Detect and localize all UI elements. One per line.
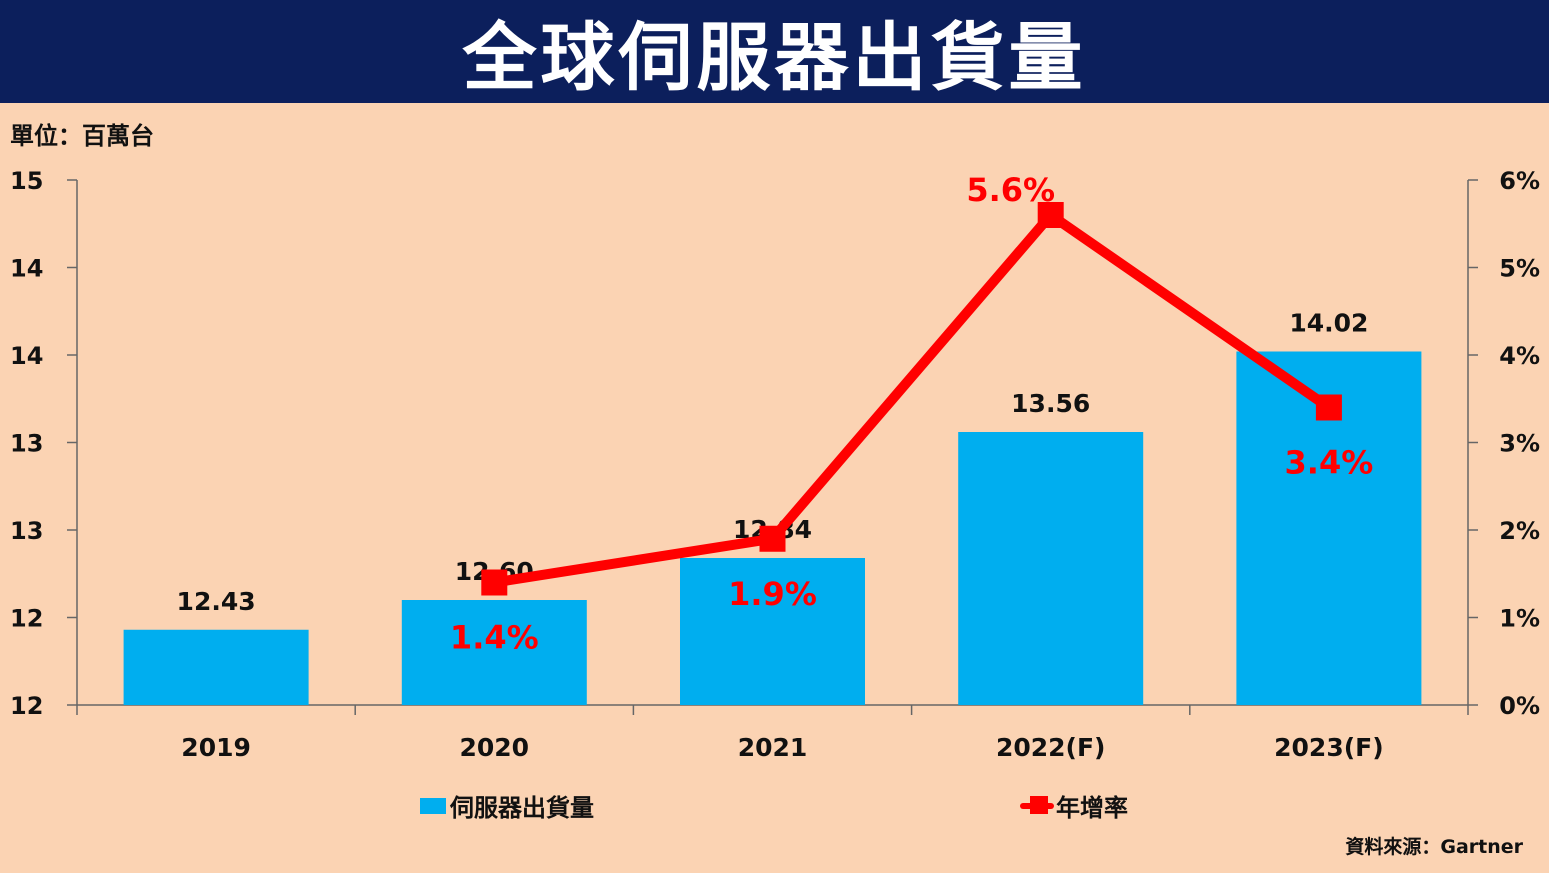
legend-label-growth: 年增率 [1056,794,1128,822]
growth-marker [1315,394,1342,421]
bar [401,600,587,705]
x-tick-label: 2021 [738,733,808,762]
y-right-tick-label: 2% [1499,517,1540,545]
x-tick-label: 2020 [460,733,530,762]
bar-data-label: 13.56 [1011,389,1090,418]
growth-data-label: 3.4% [1285,444,1374,482]
chart-title: 全球伺服器出貨量 [462,15,1087,101]
growth-marker [759,525,786,552]
y-right-tick-label: 1% [1499,605,1540,633]
y-left-tick-label: 12 [10,692,43,720]
legend-item-shipments: 伺服器出貨量 [420,788,594,823]
y-right-tick-label: 5% [1499,255,1540,283]
y-left-tick-label: 13 [10,430,43,458]
y-right-tick-label: 0% [1499,692,1540,720]
y-left-tick-label: 14 [10,255,43,283]
growth-data-label: 5.6% [966,171,1055,209]
bar [123,629,309,705]
legend-swatch-line [1020,795,1054,816]
growth-line [489,210,1334,588]
growth-marker [481,569,508,596]
y-right-tick-label: 6% [1499,167,1540,195]
y-left-tick-label: 12 [10,605,43,633]
bar [680,558,865,705]
y-right-tick-label: 3% [1499,430,1540,458]
bar-data-label: 12.43 [177,587,256,616]
bar-data-label: 14.02 [1289,309,1368,338]
y-left-tick-label: 15 [10,167,43,195]
y-left-tick-label: 14 [10,342,43,370]
legend-label-shipments: 伺服器出貨量 [450,794,594,822]
growth-data-label: 1.9% [728,575,817,613]
x-tick-label: 2023(F) [1274,733,1384,762]
legend-swatch-bar [420,797,446,814]
y-left-tick-label: 13 [10,517,43,545]
x-tick-label: 2019 [181,733,251,762]
legend-item-growth: 年增率 [1020,788,1128,823]
bar [958,432,1144,705]
y-right-tick-label: 4% [1499,342,1540,370]
title-bar: 全球伺服器出貨量 [0,0,1549,103]
growth-marker [1037,202,1064,228]
x-tick-label: 2022(F) [996,733,1106,762]
unit-label: 單位：百萬台 [10,122,154,150]
source-note: 資料來源：Gartner [1345,836,1523,858]
growth-data-label: 1.4% [450,619,539,657]
